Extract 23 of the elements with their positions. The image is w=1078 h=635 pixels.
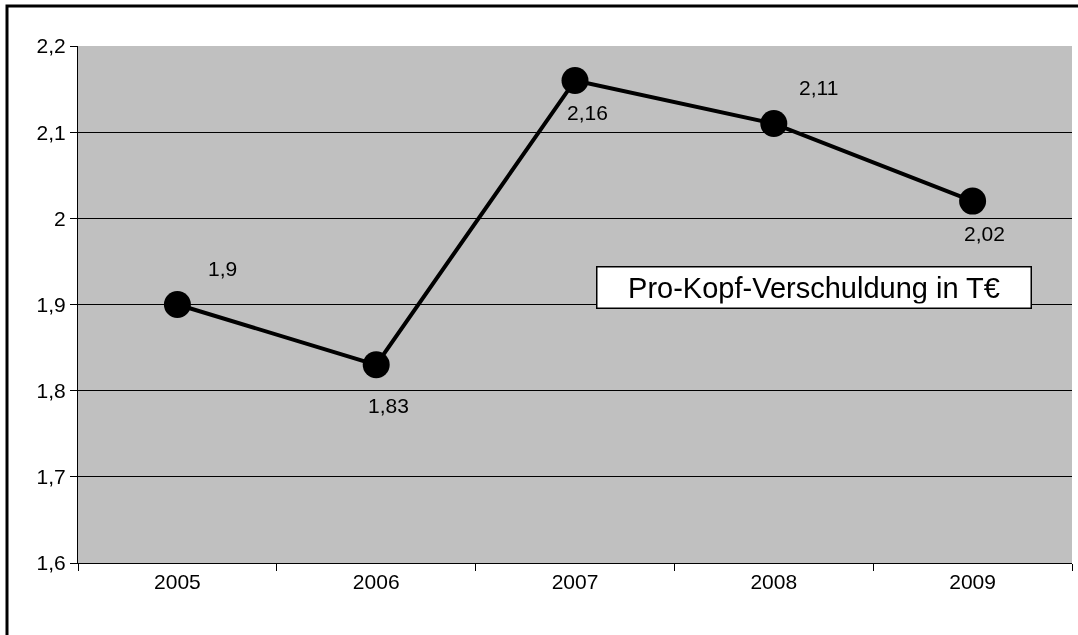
y-tick-label: 1,9 xyxy=(36,292,66,316)
data-label: 2,02 xyxy=(964,222,1005,245)
y-tick-label: 1,7 xyxy=(36,465,66,489)
data-label: 1,83 xyxy=(368,394,409,417)
y-tick-label: 1,6 xyxy=(36,551,66,575)
data-label: 2,16 xyxy=(567,101,608,124)
text: Pro-Kopf-Verschuldung in T€ xyxy=(628,271,1000,304)
point xyxy=(163,291,191,318)
y-tick-label: 2 xyxy=(54,206,66,230)
y-tick-label: 2,1 xyxy=(36,120,66,144)
y-tick-label: 2,2 xyxy=(36,34,66,58)
x-tick-label: 2009 xyxy=(949,570,996,594)
data-label: 1,9 xyxy=(208,257,238,280)
point xyxy=(760,110,788,138)
y-tick-label: 1,8 xyxy=(36,379,66,403)
data-label: 2,11 xyxy=(799,76,839,99)
point xyxy=(561,66,589,94)
x-tick-label: 2006 xyxy=(352,570,400,594)
x-tick-label: 2007 xyxy=(551,570,599,594)
x-tick-label: 2005 xyxy=(154,570,201,594)
x-tick-label: 2008 xyxy=(750,570,798,594)
point xyxy=(959,187,987,215)
point xyxy=(362,351,390,379)
